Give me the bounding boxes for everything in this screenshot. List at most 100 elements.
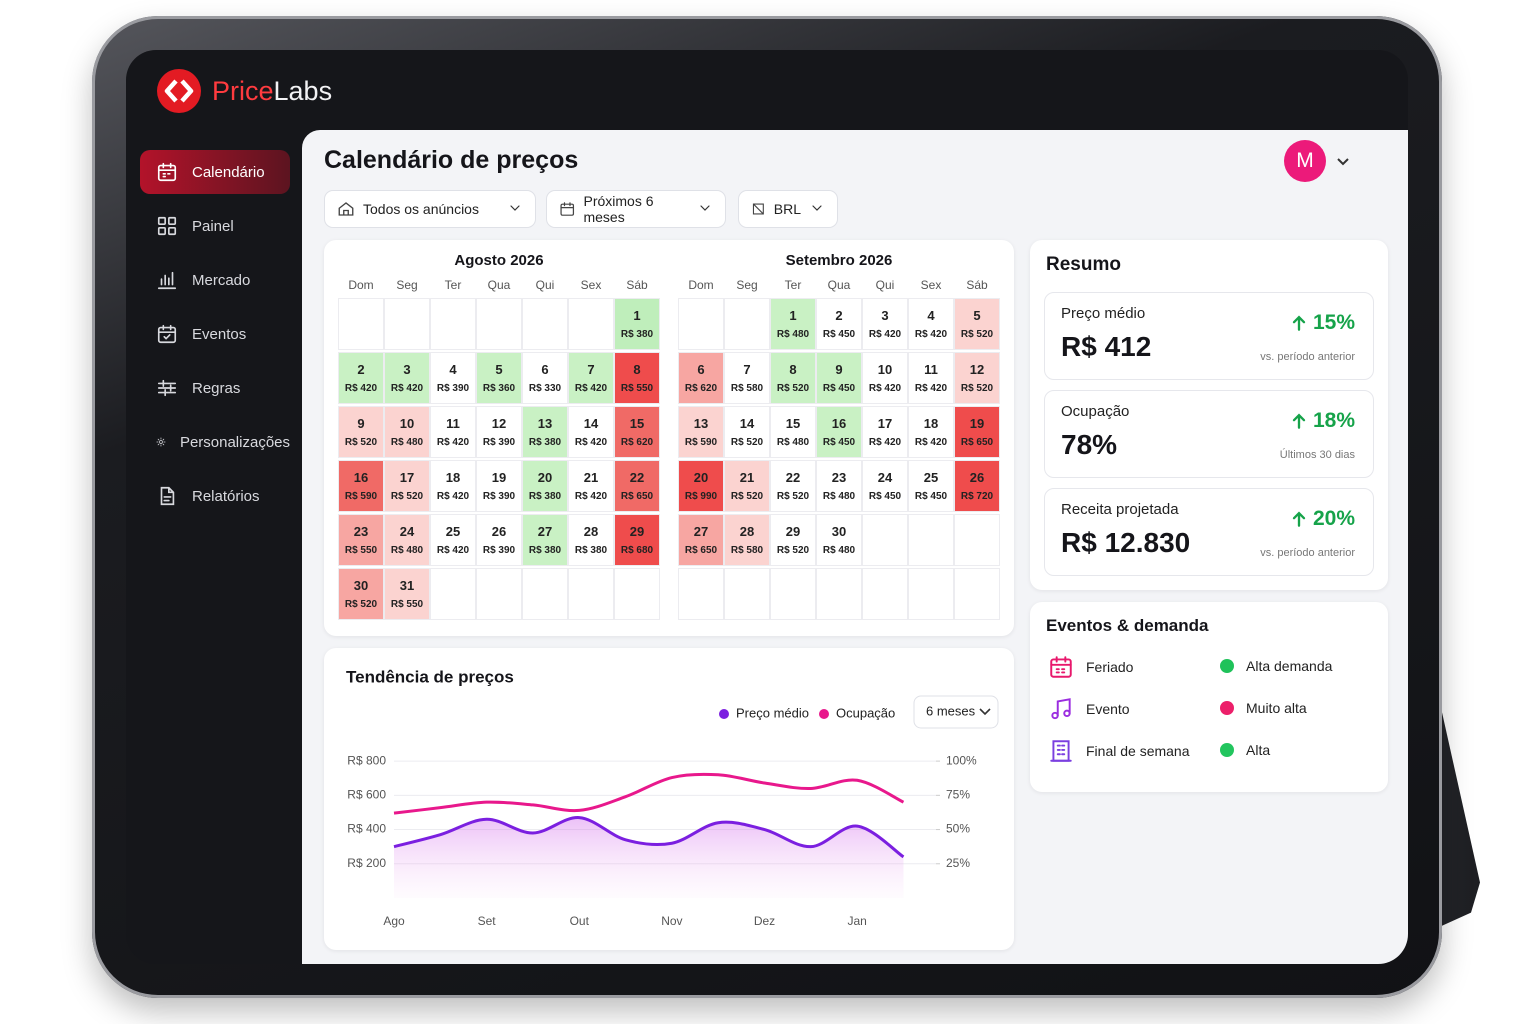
day-cell[interactable]: 20 R$ 990 xyxy=(678,460,724,512)
day-cell[interactable]: 7 R$ 580 xyxy=(724,352,770,404)
day-price: R$ 390 xyxy=(436,383,470,394)
day-cell[interactable]: 26 R$ 720 xyxy=(954,460,1000,512)
icon xyxy=(157,162,177,182)
day-cell[interactable]: 12 R$ 520 xyxy=(954,352,1000,404)
nav-item[interactable]: Mercado xyxy=(140,258,290,302)
stat-change-value: 18% xyxy=(1312,409,1355,432)
day-cell[interactable]: 8 R$ 550 xyxy=(614,352,660,404)
day-price: R$ 420 xyxy=(390,383,424,394)
day-cell[interactable]: 11 R$ 420 xyxy=(430,406,476,458)
day-cell[interactable]: 8 R$ 520 xyxy=(770,352,816,404)
filter[interactable]: BRL xyxy=(738,190,838,228)
day-number: 3 xyxy=(881,308,889,323)
day-cell[interactable]: 15 R$ 480 xyxy=(770,406,816,458)
nav-label: Mercado xyxy=(192,271,251,289)
day-cell[interactable]: 4 R$ 390 xyxy=(430,352,476,404)
day-cell[interactable]: 25 R$ 450 xyxy=(908,460,954,512)
nav-item[interactable]: Relatórios xyxy=(140,474,290,518)
trend-card: Tendência de preços 6 meses R$ 200 R$ 400… xyxy=(324,648,1014,950)
day-cell[interactable]: 28 R$ 580 xyxy=(724,514,770,566)
day-cell[interactable]: 21 R$ 420 xyxy=(568,460,614,512)
day-cell[interactable]: 13 R$ 590 xyxy=(678,406,724,458)
day-cell[interactable]: 16 R$ 450 xyxy=(816,406,862,458)
day-cell[interactable]: 2 R$ 420 xyxy=(338,352,384,404)
avatar-chevron[interactable] xyxy=(1336,154,1350,168)
day-cell[interactable]: 27 R$ 650 xyxy=(678,514,724,566)
day-cell[interactable]: 6 R$ 330 xyxy=(522,352,568,404)
weekday: Ter xyxy=(444,278,462,292)
tablet-frame: PriceLabs M Calendário Painel Mercado Event… xyxy=(92,16,1442,998)
day-cell[interactable]: 24 R$ 480 xyxy=(384,514,430,566)
legend-swatch xyxy=(819,709,829,719)
nav-item[interactable]: Eventos xyxy=(140,312,290,356)
day-cell[interactable]: 6 R$ 620 xyxy=(678,352,724,404)
day-cell[interactable]: 15 R$ 620 xyxy=(614,406,660,458)
day-cell[interactable]: 30 R$ 480 xyxy=(816,514,862,566)
day-cell[interactable]: 1 R$ 480 xyxy=(770,298,816,350)
day-cell[interactable]: 9 R$ 450 xyxy=(816,352,862,404)
day-cell[interactable]: 18 R$ 420 xyxy=(430,460,476,512)
day-number: 1 xyxy=(789,308,797,323)
day-price: R$ 650 xyxy=(620,491,654,502)
day-cell[interactable]: 22 R$ 650 xyxy=(614,460,660,512)
filter[interactable]: Próximos 6 meses xyxy=(546,190,726,228)
day-cell[interactable]: 23 R$ 480 xyxy=(816,460,862,512)
day-cell[interactable]: 5 R$ 520 xyxy=(954,298,1000,350)
day-cell[interactable]: 31 R$ 550 xyxy=(384,568,430,620)
nav-item[interactable]: Painel xyxy=(140,204,290,248)
day-cell[interactable]: 26 R$ 390 xyxy=(476,514,522,566)
day-cell[interactable]: 19 R$ 390 xyxy=(476,460,522,512)
day-number: 27 xyxy=(693,524,709,539)
day-cell[interactable]: 3 R$ 420 xyxy=(862,298,908,350)
day-cell[interactable]: 23 R$ 550 xyxy=(338,514,384,566)
day-cell[interactable]: 12 R$ 390 xyxy=(476,406,522,458)
brand-suffix: Labs xyxy=(273,75,333,106)
day-cell[interactable]: 5 R$ 360 xyxy=(476,352,522,404)
nav-item[interactable]: Calendário xyxy=(140,150,290,194)
day-cell[interactable]: 28 R$ 380 xyxy=(568,514,614,566)
day-cell[interactable]: 9 R$ 520 xyxy=(338,406,384,458)
day-cell[interactable]: 10 R$ 480 xyxy=(384,406,430,458)
nav-item[interactable]: Personalizações xyxy=(140,420,290,464)
y-tick-label: R$ 400 xyxy=(347,822,386,836)
day-cell[interactable]: 11 R$ 420 xyxy=(908,352,954,404)
day-cell[interactable]: 17 R$ 420 xyxy=(862,406,908,458)
day-cell[interactable]: 19 R$ 650 xyxy=(954,406,1000,458)
day-cell[interactable]: 24 R$ 450 xyxy=(862,460,908,512)
filter[interactable]: Todos os anúncios xyxy=(324,190,536,228)
day-cell[interactable]: 13 R$ 380 xyxy=(522,406,568,458)
day-cell[interactable]: 29 R$ 520 xyxy=(770,514,816,566)
day-cell[interactable]: 27 R$ 380 xyxy=(522,514,568,566)
avatar[interactable]: M xyxy=(1284,140,1326,182)
day-cell[interactable]: 20 R$ 380 xyxy=(522,460,568,512)
day-cell[interactable]: 3 R$ 420 xyxy=(384,352,430,404)
day-number: 18 xyxy=(923,416,939,431)
day-cell[interactable]: 16 R$ 590 xyxy=(338,460,384,512)
day-cell[interactable]: 1 R$ 380 xyxy=(614,298,660,350)
logo[interactable]: PriceLabs xyxy=(156,68,332,114)
range-select[interactable] xyxy=(913,695,999,729)
legend-label: Muito alta xyxy=(1246,700,1307,716)
day-number: 21 xyxy=(583,470,599,485)
day-cell[interactable]: 2 R$ 450 xyxy=(816,298,862,350)
weekday: Qui xyxy=(875,278,895,292)
day-cell[interactable]: 14 R$ 520 xyxy=(724,406,770,458)
day-cell[interactable]: 18 R$ 420 xyxy=(908,406,954,458)
day-cell[interactable]: 14 R$ 420 xyxy=(568,406,614,458)
day-cell[interactable]: 17 R$ 520 xyxy=(384,460,430,512)
day-cell[interactable]: 7 R$ 420 xyxy=(568,352,614,404)
day-number: 12 xyxy=(969,362,985,377)
day-cell[interactable]: 10 R$ 420 xyxy=(862,352,908,404)
day-price: R$ 450 xyxy=(822,329,856,340)
day-cell[interactable]: 29 R$ 680 xyxy=(614,514,660,566)
main-area: Calendário de preços Agosto 2026 Dom Seg Te… xyxy=(302,130,1408,964)
day-cell[interactable]: 22 R$ 520 xyxy=(770,460,816,512)
day-cell[interactable]: 21 R$ 520 xyxy=(724,460,770,512)
day-cell[interactable]: 25 R$ 420 xyxy=(430,514,476,566)
y-tick-label: R$ 600 xyxy=(347,788,386,802)
day-cell[interactable]: 4 R$ 420 xyxy=(908,298,954,350)
filter-label: Todos os anúncios xyxy=(363,201,479,217)
day-cell[interactable]: 30 R$ 520 xyxy=(338,568,384,620)
nav-item[interactable]: Regras xyxy=(140,366,290,410)
icon xyxy=(1292,413,1306,429)
